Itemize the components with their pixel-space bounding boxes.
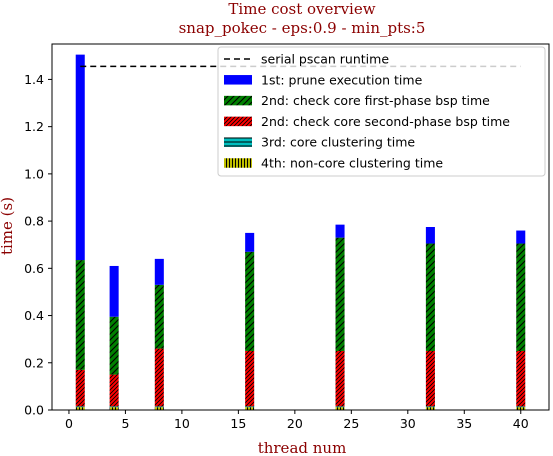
bar-segment-2-thread-8: [154, 348, 164, 407]
x-tick-label: 0: [65, 416, 73, 431]
bar-segment-4-thread-4: [109, 407, 119, 410]
bar-segment-1-thread-24: [335, 237, 345, 351]
axes-layer: 0 5 10 15 20 25 30 35 40 0.0 0.2 0.4 0.6 0.8 1.0 1.2 1.4: [24, 43, 550, 431]
bar-segment-3-thread-24: [335, 406, 345, 408]
legend-label-series-2: 2nd: check core second-phase bsp time: [261, 114, 510, 129]
bar-segment-3-thread-40: [516, 406, 526, 408]
y-tick-label: 0.2: [24, 355, 44, 370]
y-tick-label: 0.8: [24, 214, 44, 229]
y-axis-label: time (s): [0, 197, 16, 255]
bar-segment-2-thread-24: [335, 350, 345, 407]
bar-segment-4-thread-8: [154, 407, 164, 410]
legend-label-series-3: 3rd: core clustering time: [261, 135, 415, 150]
plot-frame: [51, 43, 550, 411]
legend-handle-series-0: [224, 75, 252, 85]
bar-segment-0-thread-16: [245, 232, 255, 252]
bar-segment-4-thread-40: [516, 407, 526, 410]
x-tick-label: 20: [287, 416, 303, 431]
bar-segment-0-thread-32: [425, 227, 435, 244]
y-tick-label: 0.0: [24, 403, 44, 418]
bars-layer: [75, 54, 526, 410]
legend-label-serial-runtime: serial pscan runtime: [261, 52, 389, 67]
x-tick-label: 25: [343, 416, 359, 431]
y-tick-label: 1.0: [24, 166, 44, 181]
bar-segment-3-thread-1: [75, 406, 85, 408]
bar-segment-3-thread-8: [154, 406, 164, 408]
bar-segment-0-thread-8: [154, 258, 164, 285]
bar-segment-2-thread-16: [245, 350, 255, 407]
x-axis-label: thread num: [258, 439, 347, 456]
bar-segment-2-thread-40: [516, 350, 526, 407]
chart-subtitle: snap_pokec - eps:0.9 - min_pts:5: [179, 19, 426, 37]
bar-segment-0-thread-24: [335, 224, 345, 238]
bar-segment-2-thread-32: [425, 350, 435, 407]
bar-segment-2-thread-1: [75, 369, 85, 407]
bar-segment-4-thread-1: [75, 407, 85, 410]
legend-label-series-4: 4th: non-core clustering time: [261, 156, 443, 171]
bar-segment-1-thread-32: [425, 243, 435, 351]
legend-box: [217, 46, 546, 177]
x-tick-label: 5: [121, 416, 129, 431]
bar-segment-0-thread-4: [109, 265, 119, 317]
bar-segment-1-thread-1: [75, 260, 85, 370]
bar-segment-1-thread-16: [245, 251, 255, 351]
legend-handle-series-3: [224, 137, 252, 147]
y-tick-label: 1.4: [24, 72, 44, 87]
y-tick-label: 0.6: [24, 261, 44, 276]
legend-label-series-1: 2nd: check core first-phase bsp time: [261, 93, 490, 108]
x-tick-label: 35: [456, 416, 472, 431]
bar-segment-0-thread-40: [516, 230, 526, 244]
bar-segment-0-thread-1: [75, 54, 85, 261]
legend-handle-series-1: [224, 95, 252, 106]
x-tick-label: 15: [230, 416, 246, 431]
legend: serial pscan runtime 1st: prune execution…: [217, 46, 546, 177]
x-tick-label: 40: [513, 416, 529, 431]
bar-segment-4-thread-16: [245, 407, 255, 410]
bar-segment-1-thread-40: [516, 243, 526, 351]
legend-label-series-0: 1st: prune execution time: [261, 72, 423, 87]
chart-title: Time cost overview: [228, 0, 375, 18]
y-tick-label: 1.2: [24, 119, 44, 134]
bar-segment-1-thread-8: [154, 284, 164, 349]
bar-segment-3-thread-32: [425, 406, 435, 408]
bar-segment-3-thread-16: [245, 406, 255, 408]
x-tick-label: 10: [174, 416, 190, 431]
bar-segment-4-thread-24: [335, 407, 345, 410]
legend-handle-series-4: [224, 158, 252, 168]
y-tick-label: 0.4: [24, 308, 44, 323]
bar-segment-3-thread-4: [109, 406, 119, 408]
legend-handle-series-2: [224, 116, 252, 127]
x-tick-label: 30: [400, 416, 416, 431]
bar-segment-1-thread-4: [109, 316, 119, 375]
bar-segment-4-thread-32: [425, 407, 435, 410]
bar-segment-2-thread-4: [109, 374, 119, 407]
